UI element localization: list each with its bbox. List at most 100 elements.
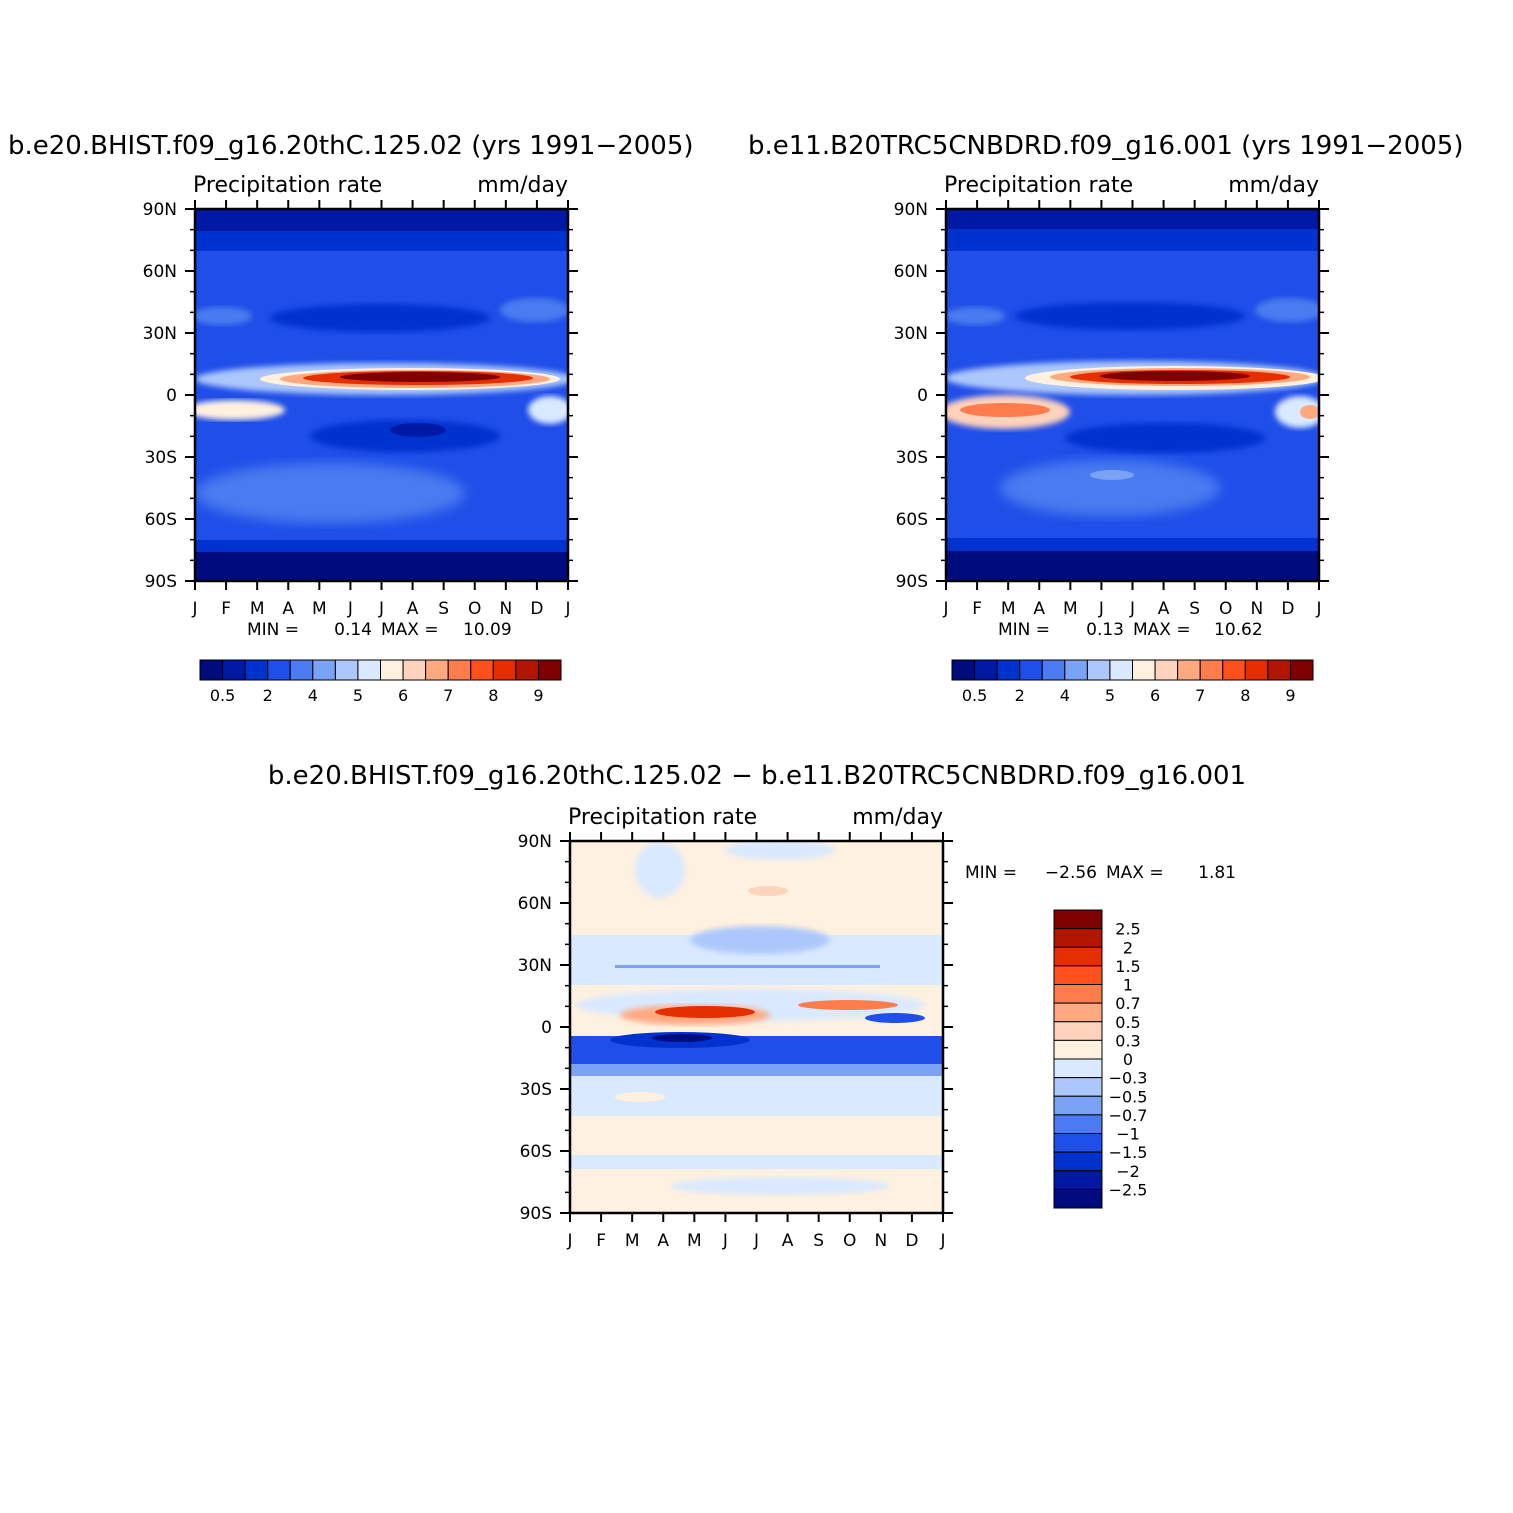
diff-colorbar-swatch — [1053, 965, 1103, 985]
diff-x-tick-label: A — [782, 1231, 794, 1251]
right-x-tick-label: J — [1098, 599, 1104, 619]
diff-colorbar-swatch — [1053, 1170, 1103, 1190]
diff-y-tick-label: 90N — [518, 832, 552, 852]
right-colorbar-swatch — [1199, 659, 1224, 681]
diff-x-tick-label: F — [596, 1231, 606, 1251]
right-colorbar-swatch — [951, 659, 976, 681]
right-y-tick-label: 60S — [896, 510, 928, 530]
diff-field-nh-dry — [690, 926, 830, 954]
right-max-value: 10.62 — [1214, 620, 1263, 640]
right-field-antarctic — [946, 551, 1319, 581]
right-panel: b.e11.B20TRC5CNBDRD.f09_g16.001 (yrs 199… — [748, 131, 1463, 705]
diff-title: b.e20.BHIST.f09_g16.20thC.125.02 − b.e11… — [268, 761, 1246, 791]
left-field-nh-mid — [270, 304, 490, 332]
diff-y-tick-label: 60S — [520, 1142, 552, 1162]
left-colorbar-swatch — [402, 659, 427, 681]
diff-colorbar-label: 0.3 — [1115, 1031, 1140, 1050]
right-colorbar-swatch — [1267, 659, 1291, 681]
left-colorbar-label: 2 — [263, 686, 273, 705]
left-x-tick-label: D — [530, 599, 543, 619]
diff-field-arctic-patch-2 — [725, 841, 835, 860]
right-x-tick-label: S — [1189, 599, 1200, 619]
diff-y-tick-label: 30S — [520, 1080, 552, 1100]
right-colorbar-swatch — [1041, 659, 1066, 681]
left-colorbar-swatch — [492, 659, 517, 681]
left-min-value: 0.14 — [334, 620, 372, 640]
diff-colorbar-swatch — [1053, 1021, 1103, 1041]
diff-field-itcz-dry-e — [865, 1013, 925, 1023]
diff-colorbar-swatch — [1053, 909, 1103, 930]
right-field-antarctic-ring — [946, 538, 1319, 552]
left-colorbar-swatch — [447, 659, 472, 681]
right-max-label: MAX = — [1133, 620, 1191, 640]
right-field-sh-wet-edge — [1275, 396, 1319, 428]
diff-colorbar-swatch — [1053, 946, 1103, 967]
right-x-tick-label: J — [1315, 599, 1321, 619]
diff-x-tick-label: J — [753, 1231, 759, 1251]
left-title: b.e20.BHIST.f09_g16.20thC.125.02 (yrs 19… — [8, 131, 694, 161]
left-field-background — [195, 209, 568, 581]
right-x-tick-label: J — [1129, 599, 1135, 619]
right-x-tick-label: J — [942, 599, 948, 619]
diff-field-nh-wet — [748, 886, 788, 896]
left-y-tick-label: 90N — [143, 200, 177, 220]
left-colorbar-swatch — [222, 659, 246, 681]
left-heatmap-field — [195, 209, 568, 581]
right-colorbar-label: 7 — [1195, 686, 1205, 705]
left-min-label: MIN = — [247, 620, 299, 640]
right-colorbar-label: 9 — [1285, 686, 1295, 705]
left-x-tick-label: A — [282, 599, 294, 619]
right-x-tick-label: F — [972, 599, 982, 619]
right-x-tick-label: A — [1033, 599, 1045, 619]
left-colorbar-label: 7 — [443, 686, 453, 705]
right-colorbar-swatch — [1289, 659, 1314, 681]
right-colorbar-swatch — [1154, 659, 1179, 681]
diff-max-label: MAX = — [1106, 863, 1164, 883]
left-max-label: MAX = — [381, 620, 439, 640]
left-colorbar-swatch — [289, 659, 314, 681]
left-colorbar-swatch — [334, 659, 359, 681]
left-y-tick-label: 30N — [143, 324, 177, 344]
right-colorbar-swatch — [1064, 659, 1088, 681]
diff-colorbar-swatch — [1053, 1133, 1103, 1153]
diff-y-tick-label: 90S — [520, 1204, 552, 1224]
diff-panel: b.e20.BHIST.f09_g16.20thC.125.02 − b.e11… — [268, 761, 1246, 1251]
right-field-sh-mid — [1000, 460, 1220, 516]
left-subtitle-variable: Precipitation rate — [193, 173, 382, 198]
right-y-tick-label: 30N — [894, 324, 928, 344]
left-field-itcz-9 — [340, 372, 500, 382]
right-field-nh-mid — [1015, 302, 1245, 330]
left-y-tick-label: 60N — [143, 262, 177, 282]
left-colorbar-label: 4 — [308, 686, 318, 705]
diff-colorbar-label: 1 — [1123, 976, 1133, 995]
diff-field-southern-ocean — [570, 1155, 943, 1169]
diff-colorbar-swatch — [1053, 1095, 1103, 1116]
right-colorbar-swatch — [996, 659, 1021, 681]
left-colorbar-swatch — [312, 659, 336, 681]
right-colorbar-swatch — [1132, 659, 1156, 681]
diff-subtitle-variable: Precipitation rate — [568, 805, 757, 830]
left-x-tick-label: O — [468, 599, 481, 619]
left-field-nh-storm-e — [500, 298, 568, 322]
left-y-tick-label: 0 — [166, 386, 177, 406]
right-x-tick-label: M — [1063, 599, 1078, 619]
diff-colorbar-label: −2 — [1116, 1162, 1140, 1181]
left-colorbar: 0.5 2 4 5 6 7 8 9 — [199, 659, 562, 705]
diff-colorbar-label: 0.5 — [1115, 1013, 1140, 1032]
left-field-sh-mid — [195, 463, 465, 523]
right-x-tick-label: D — [1281, 599, 1294, 619]
diff-colorbar-label: 2 — [1123, 938, 1133, 957]
left-colorbar-swatch — [357, 659, 381, 681]
diff-x-tick-label: O — [843, 1231, 856, 1251]
diff-colorbar-label: 1.5 — [1115, 957, 1140, 976]
left-colorbar-label: 0.5 — [210, 686, 235, 705]
diff-field-southern-patch — [670, 1177, 890, 1195]
diff-colorbar-label: −1.5 — [1109, 1143, 1148, 1162]
left-colorbar-swatch — [267, 659, 291, 681]
right-y-tick-label: 90N — [894, 200, 928, 220]
left-x-tick-label: J — [564, 599, 570, 619]
diff-field-itcz-wet-3 — [798, 1000, 898, 1010]
diff-x-tick-label: S — [813, 1231, 824, 1251]
right-title: b.e11.B20TRC5CNBDRD.f09_g16.001 (yrs 199… — [748, 131, 1463, 161]
